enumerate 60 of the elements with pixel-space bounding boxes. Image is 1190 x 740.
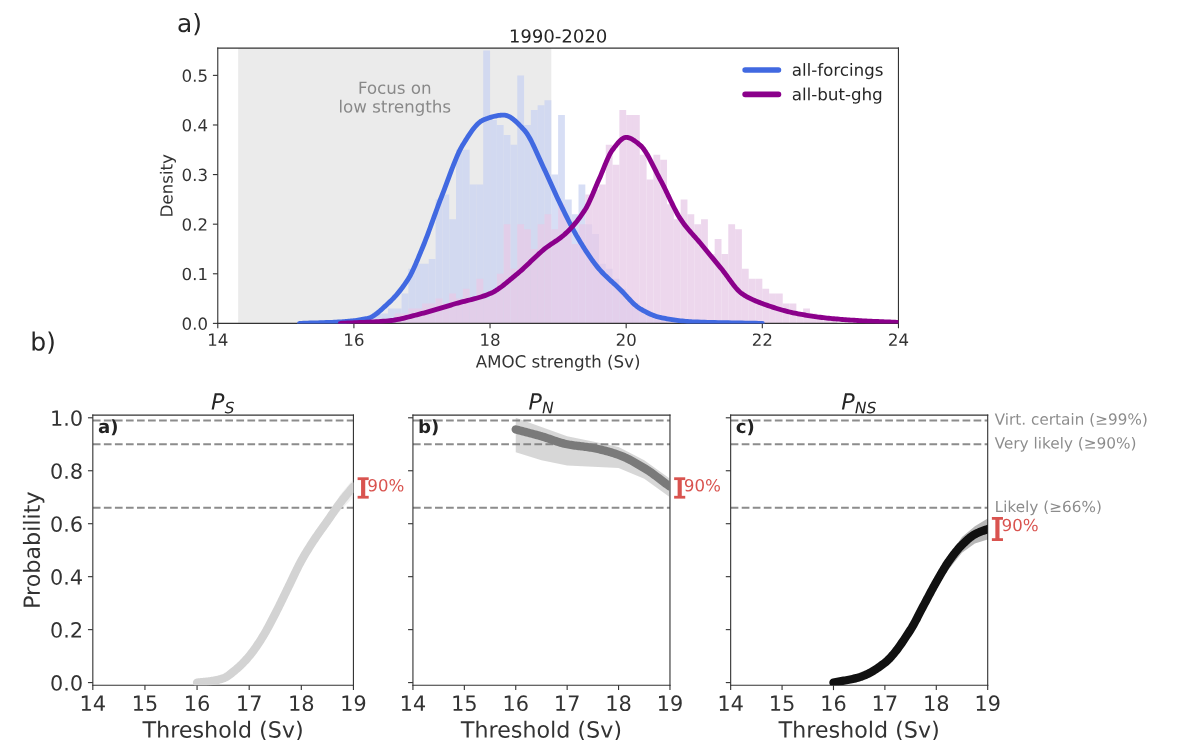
x-tick-label: 16 bbox=[186, 695, 210, 712]
ref-line-label: Virt. certain (≥99%) bbox=[994, 413, 1147, 427]
x-tick-label: 17 bbox=[238, 695, 261, 711]
legend-label: all-but-ghg bbox=[792, 87, 882, 104]
text: 90% bbox=[368, 478, 404, 492]
y-tick-label: 0.2 bbox=[182, 218, 207, 231]
x-axis-title: AMOC strength (Sv) bbox=[475, 354, 640, 371]
y-tick-label: 0.0 bbox=[51, 675, 82, 691]
y-tick-label: 0.5 bbox=[182, 69, 207, 82]
x-tick-label: 14 bbox=[209, 333, 228, 346]
x-tick-label: 16 bbox=[822, 695, 846, 712]
chart-title: P$_{S}$ bbox=[211, 393, 235, 414]
x-tick-label: 16 bbox=[345, 333, 364, 346]
y-tick-label: 0.6 bbox=[51, 516, 82, 532]
x-tick-label: 18 bbox=[925, 695, 949, 712]
x-tick-label: 15 bbox=[453, 695, 476, 712]
y-tick-label: 0.8 bbox=[51, 463, 82, 479]
x-tick-label: 14 bbox=[401, 695, 426, 711]
x-tick-label: 18 bbox=[290, 695, 314, 712]
y-tick-label: 0.1 bbox=[182, 267, 207, 281]
annotation: b) bbox=[419, 419, 438, 436]
text: 90% bbox=[684, 478, 720, 492]
x-tick-label: 19 bbox=[659, 695, 682, 712]
y-tick-label: 0.0 bbox=[182, 317, 207, 330]
chart-title: 1990-2020 bbox=[510, 29, 607, 43]
x-tick-label: 22 bbox=[752, 333, 772, 346]
text: b) bbox=[32, 331, 54, 354]
x-axis-title: Threshold (Sv) bbox=[142, 720, 302, 740]
x-tick-label: 15 bbox=[133, 695, 157, 712]
x-tick-label: 16 bbox=[504, 695, 528, 712]
ref-line-label: Likely (≥66%) bbox=[996, 500, 1101, 516]
y-tick-label: 0.2 bbox=[51, 622, 82, 638]
x-tick-label: 14 bbox=[81, 695, 105, 711]
y-tick-label: 1.0 bbox=[52, 410, 82, 426]
text: a) bbox=[178, 12, 200, 36]
x-tick-label: 15 bbox=[771, 695, 794, 712]
y-axis-title: Probability bbox=[22, 492, 45, 607]
legend-label: all-forcings bbox=[792, 63, 883, 80]
ref-line-label: Very likely (≥90%) bbox=[994, 436, 1136, 452]
x-tick-label: 19 bbox=[342, 695, 366, 712]
annotation: c) bbox=[736, 419, 754, 436]
x-tick-label: 17 bbox=[873, 695, 897, 711]
text: 90% bbox=[1002, 518, 1038, 532]
x-tick-label: 14 bbox=[719, 695, 743, 711]
x-tick-label: 18 bbox=[481, 333, 500, 346]
y-axis-title: Density bbox=[159, 154, 176, 216]
x-axis-title: Threshold (Sv) bbox=[778, 720, 938, 740]
x-tick-label: 19 bbox=[976, 695, 1000, 712]
x-axis-title: Threshold (Sv) bbox=[460, 720, 621, 740]
y-tick-label: 0.3 bbox=[182, 168, 207, 182]
annotation: a) bbox=[98, 419, 117, 436]
y-tick-label: 0.4 bbox=[182, 118, 208, 132]
x-tick-label: 24 bbox=[889, 333, 909, 346]
chart-title: P$_{NS}$ bbox=[841, 393, 876, 414]
x-tick-label: 18 bbox=[607, 695, 631, 712]
band-label: Focus on low strengths bbox=[340, 81, 451, 116]
x-tick-label: 20 bbox=[616, 333, 636, 346]
x-tick-label: 17 bbox=[556, 695, 579, 711]
chart-title: P$_{N}$ bbox=[529, 393, 554, 414]
y-tick-label: 0.4 bbox=[51, 569, 82, 585]
